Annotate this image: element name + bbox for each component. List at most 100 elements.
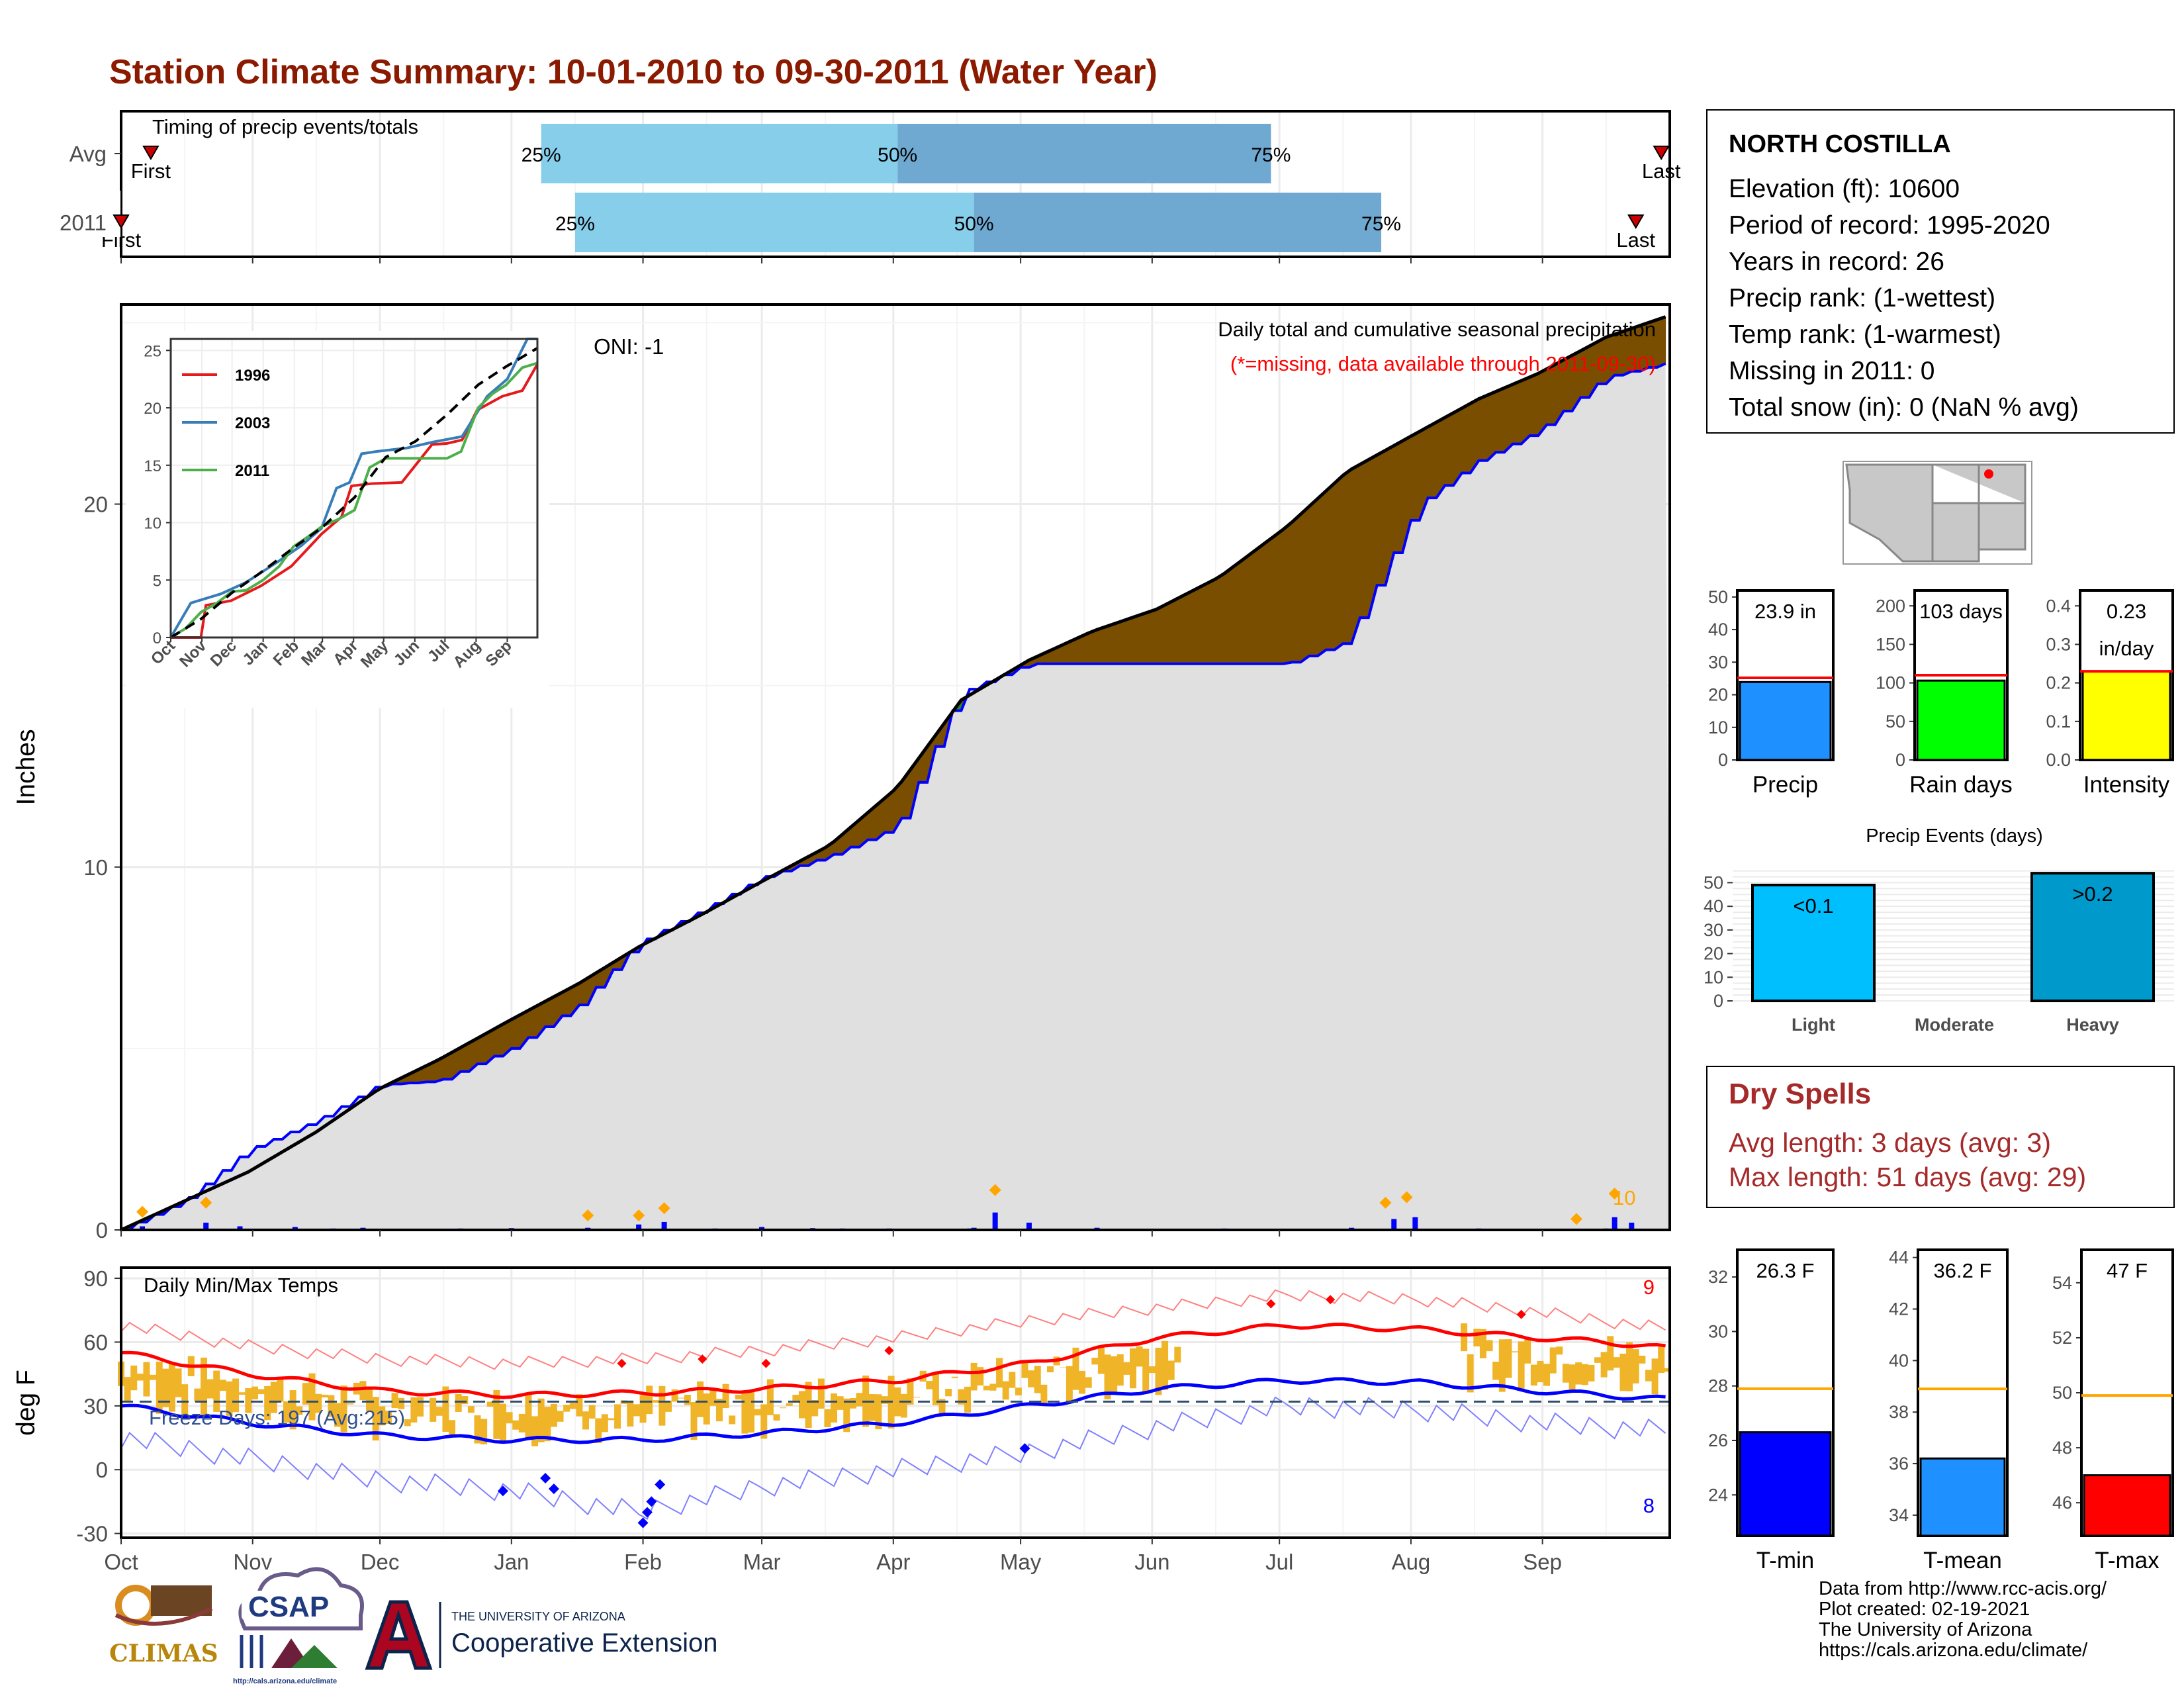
credit-university: The University of Arizona	[1819, 1619, 2032, 1640]
daily-temp-bar	[277, 1376, 284, 1402]
daily-temp-bar	[824, 1409, 831, 1427]
daily-temp-bar	[671, 1389, 678, 1402]
heavy-event-marker	[1570, 1213, 1582, 1225]
daily-temp-bar	[639, 1395, 647, 1423]
ua-small-text: THE UNIVERSITY OF ARIZONA	[451, 1610, 625, 1623]
y-tick-label: 20	[1708, 685, 1728, 705]
daily-temp-bar	[1607, 1336, 1614, 1371]
daily-temp-bar	[156, 1361, 163, 1414]
daily-temp-bar	[1097, 1345, 1105, 1374]
daily-temp-bar	[786, 1403, 793, 1406]
daily-temp-bar	[1549, 1347, 1557, 1374]
precip-frame	[120, 303, 1671, 1231]
y-tick-label: 60	[83, 1330, 108, 1354]
daily-precip-bar	[1412, 1217, 1418, 1230]
daily-temp-bar	[124, 1377, 131, 1402]
daily-temp-bar	[588, 1405, 596, 1419]
daily-temp-bar	[347, 1403, 354, 1405]
y-tick-label: 30	[1708, 652, 1728, 672]
panel-name: Intensity	[2083, 772, 2170, 798]
timing-bar-50-75	[974, 193, 1382, 252]
daily-temp-bar	[907, 1378, 914, 1405]
daily-temp-bar	[805, 1382, 812, 1429]
daily-temp-bar	[843, 1398, 850, 1432]
daily-temp-bar	[206, 1379, 214, 1399]
daily-temp-bar	[537, 1398, 545, 1442]
daily-temp-bar	[430, 1397, 437, 1422]
precip-annotation-missing: (*=missing, data available through 2011-…	[1230, 352, 1656, 375]
daily-temp-bar	[226, 1381, 233, 1416]
daily-temp-bar	[150, 1374, 157, 1380]
event-bar-label: >0.2	[2072, 882, 2113, 906]
cumulative-precip-panel: 0 10 20 Inches Daily total and cumulative se…	[12, 303, 1671, 1243]
y-tick-label: 100	[1876, 673, 1905, 693]
x-tick-label: Sep	[1523, 1550, 1562, 1574]
daily-temp-bar	[811, 1399, 819, 1417]
daily-temp-bar	[385, 1411, 392, 1425]
daily-temp-bar	[563, 1405, 570, 1412]
state-map	[1843, 461, 2032, 565]
panel-name: T-mean	[1923, 1548, 2002, 1573]
daily-temp-bar	[435, 1407, 443, 1416]
daily-temp-bar	[315, 1393, 322, 1413]
event-category-label: Moderate	[1915, 1015, 1994, 1035]
daily-temp-bar	[493, 1390, 500, 1439]
y-tick-label: 0.0	[2046, 750, 2071, 770]
y-tick-label: 20	[1704, 944, 1723, 964]
daily-temp-bar	[1167, 1360, 1175, 1380]
value-bar-T-min	[1739, 1431, 1832, 1537]
y-tick-label: 40	[1708, 620, 1728, 639]
y-tick-label: 20	[83, 492, 108, 517]
daily-temp-bar	[709, 1389, 717, 1406]
y-tick-label: 0	[96, 1458, 108, 1482]
daily-temp-bar	[1530, 1364, 1537, 1386]
dry-spells-title: Dry Spells	[1729, 1078, 1872, 1110]
daily-temp-bar	[652, 1400, 659, 1403]
daily-temp-bar	[1136, 1346, 1143, 1367]
daily-precip-bar	[992, 1212, 998, 1230]
daily-temp-bar	[1461, 1323, 1468, 1352]
daily-temp-bar	[270, 1382, 277, 1413]
record-high-marker	[617, 1358, 627, 1368]
daily-temp-bar	[1524, 1338, 1531, 1364]
daily-temp-bar	[416, 1397, 424, 1417]
daily-temp-bar	[875, 1394, 882, 1430]
page-title: Station Climate Summary: 10-01-2010 to 0…	[109, 53, 1158, 91]
x-tick-label: Feb	[624, 1550, 662, 1574]
daily-temp-bar	[557, 1411, 564, 1422]
record-low-marker	[548, 1483, 559, 1495]
y-tick-label: 0.3	[2046, 634, 2071, 654]
y-tick-label: 0	[96, 1218, 108, 1243]
record-max-line	[120, 1289, 1666, 1370]
value-bar-Precip	[1739, 680, 1832, 761]
credit-plot-date: Plot created: 02-19-2021	[1819, 1599, 2030, 1620]
daily-temp-bar	[130, 1365, 138, 1391]
event-bar-label: <0.1	[1793, 894, 1833, 917]
record-high-marker	[884, 1346, 894, 1356]
x-tick-label: Mar	[743, 1550, 781, 1574]
csap-url-text: http://cals.arizona.edu/climate	[233, 1677, 337, 1685]
daily-temp-bar	[550, 1403, 557, 1427]
station-location-marker	[1984, 469, 1993, 479]
event-bar-heavy	[2030, 872, 2155, 1002]
last-marker	[1653, 146, 1670, 160]
daily-temp-bar	[1040, 1384, 1048, 1404]
daily-temp-bar	[1626, 1342, 1633, 1391]
daily-temp-bar	[1034, 1366, 1041, 1393]
daily-temp-bar	[1658, 1345, 1665, 1373]
daily-temp-bar	[1161, 1340, 1169, 1390]
record-low-marker	[655, 1479, 666, 1490]
record-high-marker	[1516, 1309, 1526, 1319]
station-period: Period of record: 1995-2020	[1729, 211, 2050, 240]
daily-temp-bar	[741, 1391, 749, 1434]
record-high-marker	[1326, 1295, 1336, 1305]
daily-temp-bar	[467, 1406, 475, 1413]
daily-temp-bar	[938, 1399, 946, 1414]
daily-temp-bar	[926, 1381, 933, 1389]
daily-precip-bar	[759, 1227, 765, 1230]
daily-temp-bar	[1047, 1366, 1054, 1373]
y-tick-label: 50	[1708, 587, 1728, 607]
precip-y-axis-label: Inches	[12, 729, 40, 806]
csap-logo: CSAP http://cals.arizona.edu/climate	[233, 1567, 364, 1685]
daily-temp-bar	[1002, 1381, 1009, 1400]
